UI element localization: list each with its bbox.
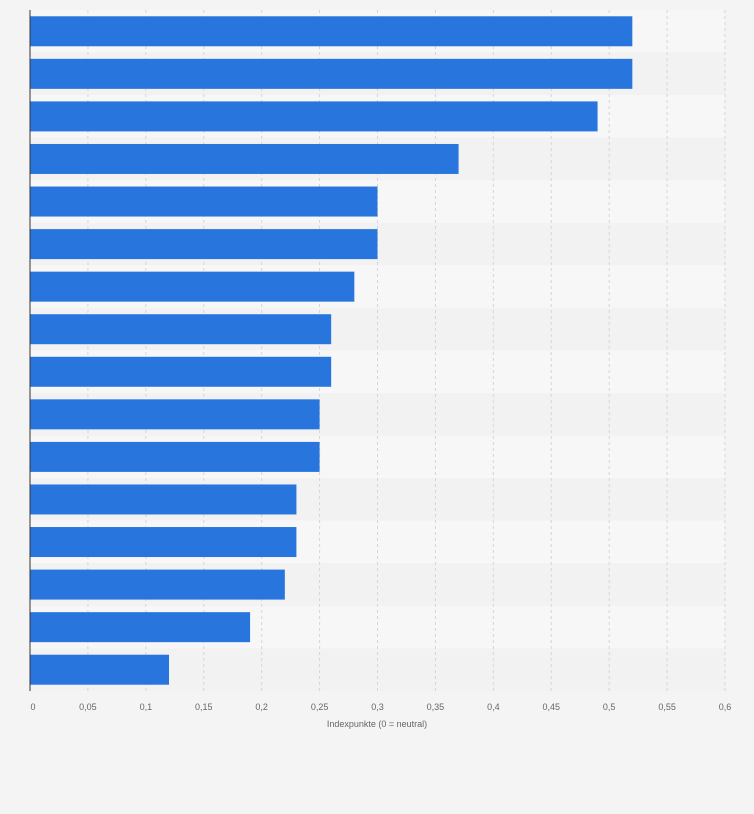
bar	[30, 314, 332, 345]
x-tick-labels: 0 0,05 0,1 0,15 0,2 0,25 0,3 0,35 0,4 0,45 0,5 0,55…	[30, 702, 731, 712]
x-tick-label: 0	[30, 702, 35, 712]
bar	[30, 569, 285, 600]
bar	[30, 654, 169, 685]
bar	[30, 399, 320, 430]
bar	[30, 484, 297, 515]
bar	[30, 186, 378, 217]
x-tick-label: 0,4	[487, 702, 500, 712]
x-tick-label: 0,15	[195, 702, 213, 712]
bar	[30, 229, 378, 260]
bars	[30, 16, 633, 685]
bar	[30, 143, 459, 174]
x-tick-label: 0,5	[603, 702, 616, 712]
bar	[30, 612, 251, 643]
bar	[30, 101, 598, 132]
x-tick-label: 0,3	[371, 702, 384, 712]
x-tick-label: 0,05	[79, 702, 97, 712]
bar	[30, 16, 633, 47]
bar	[30, 58, 633, 89]
x-tick-label: 0,1	[140, 702, 153, 712]
bar	[30, 356, 332, 387]
x-tick-label: 0,2	[255, 702, 268, 712]
x-tick-label: 0,25	[311, 702, 329, 712]
x-tick-label: 0,35	[427, 702, 445, 712]
bar	[30, 527, 297, 558]
x-tick-label: 0,55	[658, 702, 676, 712]
x-axis-label: Indexpunkte (0 = neutral)	[327, 719, 427, 729]
bar	[30, 271, 355, 302]
bar	[30, 441, 320, 472]
x-tick-label: 0,6	[719, 702, 732, 712]
x-tick-label: 0,45	[542, 702, 560, 712]
